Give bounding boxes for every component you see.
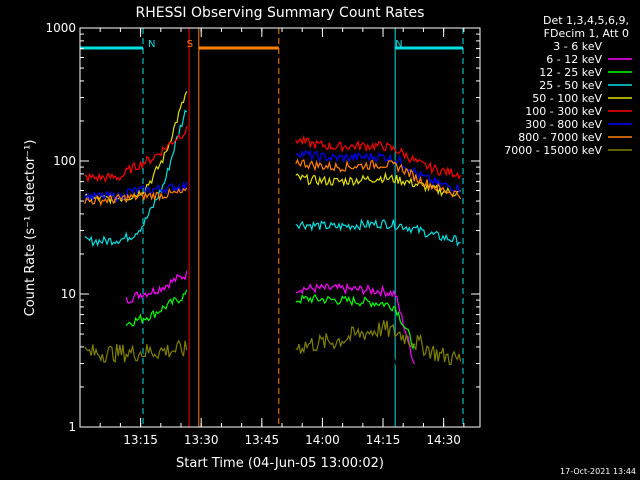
legend-header-line-1: Det 1,3,4,5,6,9, bbox=[543, 14, 629, 27]
legend-label-0: 3 - 6 keV bbox=[553, 40, 602, 53]
series-0-segment-0 bbox=[130, 361, 188, 419]
series-2-segment-0 bbox=[125, 289, 188, 327]
series-6-segment-0 bbox=[84, 180, 188, 202]
legend-label-3: 25 - 50 keV bbox=[539, 79, 602, 92]
x-axis-label: Start Time (04-Jun-05 13:00:02) bbox=[176, 456, 384, 471]
x-tick-label-5: 14:30 bbox=[426, 433, 461, 447]
flag-label-0: N bbox=[148, 39, 155, 50]
series-8-segment-1 bbox=[295, 320, 462, 366]
series-2-segment-1 bbox=[295, 293, 416, 351]
series-1-segment-1 bbox=[295, 282, 416, 364]
legend-label-8: 7000 - 15000 keV bbox=[504, 144, 602, 157]
legend: Det 1,3,4,5,6,9, FDecim 1, Att 0 3 - 6 k… bbox=[504, 14, 632, 157]
y-tick-label-1: 10 bbox=[61, 287, 76, 301]
y-tick-label-3: 1000 bbox=[45, 21, 76, 35]
legend-label-2: 12 - 25 keV bbox=[539, 66, 602, 79]
x-tick-label-2: 13:45 bbox=[245, 433, 280, 447]
chart-title: RHESSI Observing Summary Count Rates bbox=[136, 5, 425, 21]
series-1-segment-0 bbox=[125, 270, 188, 304]
flag-label-2: S bbox=[187, 39, 193, 50]
plot-frame bbox=[79, 27, 481, 428]
series-5-segment-0 bbox=[84, 125, 188, 184]
series-7-segment-0 bbox=[84, 187, 188, 207]
x-tick-label-1: 13:30 bbox=[184, 433, 219, 447]
y-axis-label: Count Rate (s⁻¹ detector⁻¹) bbox=[23, 140, 38, 317]
y-tick-label-2: 100 bbox=[53, 154, 76, 168]
series-5-segment-1 bbox=[295, 135, 462, 180]
series-3-segment-1 bbox=[295, 218, 461, 247]
x-tick-label-4: 14:15 bbox=[366, 433, 401, 447]
legend-label-5: 100 - 300 keV bbox=[525, 105, 602, 118]
legend-label-7: 800 - 7000 keV bbox=[518, 131, 602, 144]
y-tick-label-0: 1 bbox=[68, 420, 76, 434]
legend-label-6: 300 - 800 keV bbox=[525, 118, 602, 131]
series-6-segment-1 bbox=[295, 149, 461, 193]
series-0-segment-1 bbox=[295, 354, 416, 413]
plot-layer: N NS bbox=[79, 28, 464, 427]
legend-label-4: 50 - 100 keV bbox=[532, 92, 602, 105]
footer-timestamp: 17-Oct-2021 13:44 bbox=[560, 467, 636, 476]
axis-layer: 1 10 100 1000 13:15 13:30 13:45 14:00 14:15 14:30 bbox=[45, 21, 480, 447]
series-3-segment-0 bbox=[84, 109, 188, 248]
series-8-segment-0 bbox=[84, 339, 188, 364]
flag-label-1: N bbox=[395, 39, 402, 50]
series-7-segment-1 bbox=[295, 158, 462, 200]
legend-label-1: 6 - 12 keV bbox=[546, 53, 602, 66]
x-tick-label-3: 14:00 bbox=[305, 433, 340, 447]
legend-header-line-2: FDecim 1, Att 0 bbox=[544, 27, 629, 40]
x-tick-label-0: 13:15 bbox=[123, 433, 158, 447]
